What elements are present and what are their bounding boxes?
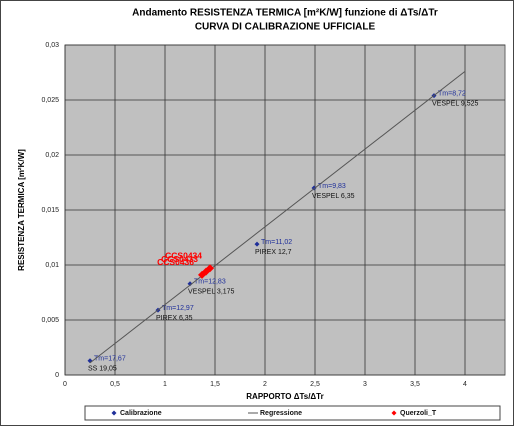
material-label: PIREX 6,35 xyxy=(156,315,193,322)
y-tick-label: 0,02 xyxy=(45,152,59,159)
point-label: CCS0433 xyxy=(161,254,198,264)
x-tick-label: 1,5 xyxy=(210,381,220,388)
y-tick-label: 0,015 xyxy=(41,207,59,214)
x-tick-label: 1 xyxy=(163,381,167,388)
x-tick-label: 0 xyxy=(63,381,67,388)
y-tick-label: 0 xyxy=(55,372,59,379)
point-label: Tm=17,67 xyxy=(94,356,126,363)
point-label: Tm=11,02 xyxy=(261,239,292,246)
point-label: Tm=12,83 xyxy=(194,279,226,286)
material-label: SS 19,05 xyxy=(88,366,117,373)
regression-line xyxy=(89,71,466,364)
point-label: Tm=8,72 xyxy=(438,90,466,97)
legend-swatch xyxy=(391,410,397,416)
point xyxy=(198,270,206,279)
x-tick-label: 0,5 xyxy=(110,381,120,388)
legend-label: Regressione xyxy=(260,410,302,417)
chart-title: Andamento RESISTENZA TERMICA [m²K/W] fun… xyxy=(132,8,438,19)
x-tick-label: 3,5 xyxy=(410,381,420,388)
x-tick-label: 3 xyxy=(363,381,367,388)
y-tick-label: 0,005 xyxy=(41,317,59,324)
point-label: CCS0434 xyxy=(165,251,202,261)
x-tick-label: 4 xyxy=(463,381,467,388)
chart-subtitle: CURVA DI CALIBRAZIONE UFFICIALE xyxy=(195,22,376,33)
legend-label: Calibrazione xyxy=(120,410,162,417)
legend-label: Querzoli_T xyxy=(400,410,437,417)
material-label: VESPEL 6,35 xyxy=(312,193,355,200)
legend-swatch xyxy=(111,410,117,416)
y-axis-label: RESISTENZA TERMICA [m²K/W] xyxy=(17,149,26,271)
material-label: VESPEL 9,525 xyxy=(432,100,479,107)
point-label: Tm=12,97 xyxy=(162,305,194,312)
legend-box xyxy=(84,405,501,421)
x-tick-label: 2,5 xyxy=(310,381,320,388)
x-axis-label: RAPPORTO ΔTs/ΔTr xyxy=(246,392,323,401)
point-label: CCS0436 xyxy=(157,257,194,267)
x-tick-label: 2 xyxy=(263,381,267,388)
point xyxy=(254,241,260,247)
y-tick-label: 0,025 xyxy=(41,97,59,104)
material-label: PIREX 12,7 xyxy=(255,249,292,256)
point xyxy=(187,281,193,287)
point-label: Tm=9,83 xyxy=(318,183,346,190)
material-label: VESPEL 3,175 xyxy=(188,289,235,296)
y-tick-label: 0,01 xyxy=(45,262,59,269)
y-tick-label: 0,03 xyxy=(45,42,59,49)
